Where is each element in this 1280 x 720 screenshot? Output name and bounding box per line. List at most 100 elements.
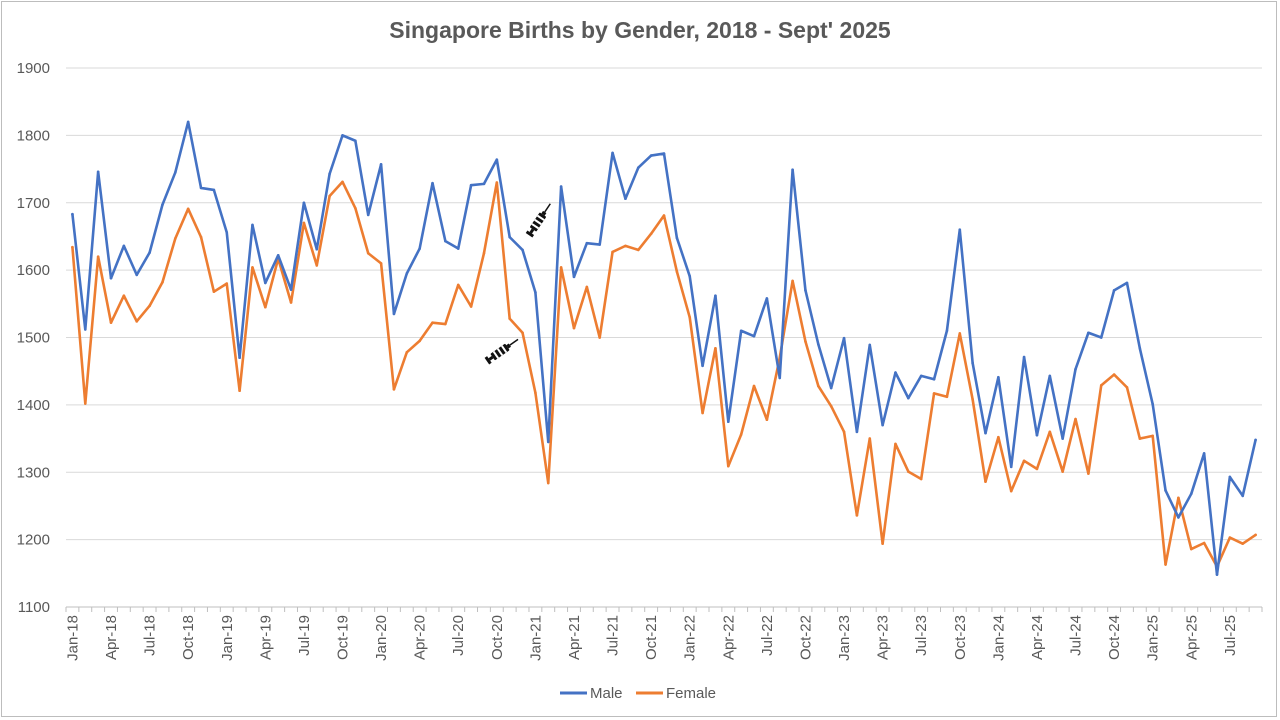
data-point-female — [289, 301, 293, 304]
x-tick-label: Jan-21 — [527, 615, 544, 661]
x-tick-label: Apr-20 — [412, 615, 429, 660]
data-point-male — [675, 236, 679, 240]
data-point-male — [932, 377, 936, 381]
data-point-female — [997, 435, 1000, 439]
x-tick-label: Apr-18 — [103, 615, 120, 660]
data-point-male — [341, 134, 344, 137]
data-point-male — [662, 152, 666, 155]
annotations — [484, 203, 551, 365]
x-tick-label: Oct-23 — [952, 615, 969, 660]
data-point-male — [1241, 494, 1245, 498]
data-point-female — [1087, 472, 1090, 475]
y-tick-label: 1700 — [17, 195, 50, 212]
data-point-male — [1048, 374, 1052, 378]
data-point-male — [817, 342, 820, 346]
data-point-female — [495, 181, 499, 184]
y-tick-label: 1800 — [17, 127, 50, 144]
data-point-female — [624, 244, 627, 248]
x-tick-label: Jan-25 — [1145, 615, 1162, 661]
data-point-male — [1112, 289, 1116, 292]
data-point-male — [1177, 516, 1180, 519]
data-point-male — [945, 329, 949, 333]
data-point-male — [96, 170, 100, 174]
x-tick-label: Jul-22 — [759, 615, 776, 656]
data-point-female — [431, 321, 434, 324]
data-point-male — [1074, 367, 1077, 371]
data-point-female — [315, 264, 319, 267]
data-point-male — [636, 166, 640, 170]
data-point-male — [829, 386, 833, 390]
chart-title: Singapore Births by Gender, 2018 - Sept'… — [389, 17, 891, 43]
data-point-female — [508, 317, 511, 320]
data-point-female — [636, 248, 640, 252]
x-tick-label: Jul-20 — [450, 615, 467, 656]
data-point-female — [534, 391, 537, 395]
data-point-male — [521, 248, 524, 252]
data-point-female — [1048, 430, 1052, 434]
data-point-male — [997, 375, 1000, 379]
data-point-female — [122, 294, 126, 298]
data-point-female — [1202, 541, 1206, 545]
data-point-female — [392, 388, 396, 391]
data-point-male — [392, 312, 396, 316]
data-point-female — [919, 477, 923, 481]
data-point-female — [971, 398, 974, 401]
legend-label-female: Female — [666, 685, 716, 702]
data-point-female — [804, 340, 807, 343]
y-tick-label: 1400 — [17, 397, 50, 414]
data-point-female — [1061, 470, 1064, 473]
data-point-female — [354, 206, 357, 210]
data-point-male — [855, 430, 859, 434]
data-point-female — [559, 266, 563, 269]
data-point-male — [238, 356, 241, 360]
x-tick-label: Oct-22 — [797, 615, 814, 660]
data-point-female — [302, 221, 306, 225]
data-point-female — [1164, 563, 1167, 566]
data-point-female — [212, 290, 216, 293]
data-point-female — [264, 305, 267, 309]
y-tick-label: 1900 — [17, 60, 50, 77]
data-point-female — [932, 392, 936, 395]
data-point-female — [611, 250, 614, 254]
data-point-female — [752, 384, 756, 388]
data-point-male — [495, 158, 499, 161]
data-point-female — [585, 285, 589, 289]
data-point-male — [1125, 281, 1129, 285]
y-tick-label: 1200 — [17, 532, 50, 549]
data-point-male — [1035, 433, 1039, 437]
data-point-female — [1009, 489, 1013, 493]
x-tick-label: Jul-25 — [1222, 615, 1239, 656]
data-point-male — [585, 241, 589, 245]
y-tick-label: 1300 — [17, 464, 50, 481]
data-point-female — [418, 339, 421, 343]
data-point-female — [379, 262, 383, 265]
data-point-female — [71, 245, 74, 249]
x-tick-label: Apr-25 — [1183, 615, 1200, 660]
x-tick-label: Jul-21 — [605, 615, 622, 656]
data-point-female — [907, 470, 910, 473]
data-point-male — [701, 364, 704, 368]
data-point-female — [469, 305, 473, 308]
data-point-male — [649, 154, 653, 157]
data-point-male — [431, 181, 434, 185]
data-point-female — [842, 430, 846, 434]
data-point-male — [444, 239, 447, 243]
data-point-female — [161, 280, 164, 284]
data-point-male — [405, 272, 409, 275]
data-point-female — [444, 322, 447, 326]
data-point-female — [701, 411, 704, 415]
data-point-female — [868, 437, 872, 440]
data-point-female — [109, 321, 113, 324]
data-point-male — [1228, 475, 1232, 479]
data-point-female — [675, 270, 679, 273]
data-point-female — [1035, 467, 1039, 471]
x-tick-label: Jan-24 — [990, 615, 1007, 661]
data-point-female — [405, 351, 409, 354]
data-point-male — [276, 254, 280, 257]
data-point-male — [907, 396, 910, 400]
data-point-female — [817, 384, 820, 388]
y-axis-ticks: 1100 1200 1300 1400 1500 1600 1700 1800 1900 — [17, 60, 50, 616]
data-point-male — [328, 172, 331, 176]
data-point-male — [289, 288, 293, 291]
x-tick-label: Jul-23 — [913, 615, 930, 656]
